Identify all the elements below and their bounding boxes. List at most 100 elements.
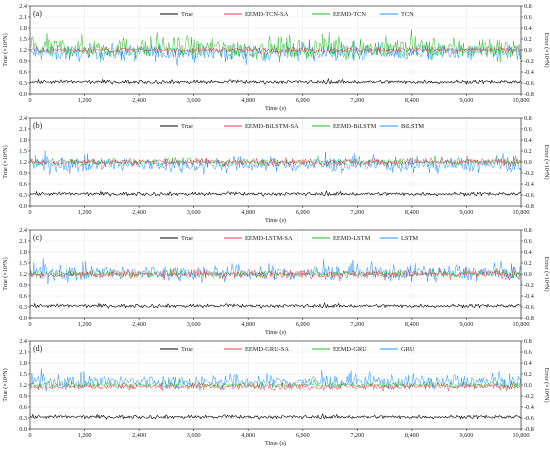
series-line-gru: [29, 368, 522, 392]
y-tick-label-left: 1.5: [19, 371, 27, 378]
y-tick-label-left: 1.8: [19, 137, 27, 144]
y-tick-label-right: -0.4: [524, 404, 534, 411]
x-tick-label: 6,000: [296, 321, 310, 328]
y-tick-label-left: 0.6: [19, 181, 27, 188]
y-tick-label-left: 0.6: [19, 69, 27, 76]
legend-label: EEMD-LSTM-SA: [245, 235, 293, 242]
x-tick-label: 10,800: [512, 97, 529, 104]
x-tick-label: 4,800: [241, 97, 255, 104]
y-tick-label-right: 0.2: [524, 148, 532, 155]
x-tick-label: 7,200: [350, 432, 364, 439]
series-line-true: [29, 302, 522, 309]
legend-label: TCN: [401, 11, 414, 18]
legend-label: EEMD-BiLSTM: [333, 123, 377, 130]
legend-label: EEMD-LSTM: [333, 235, 371, 242]
x-tick-label: 3,600: [187, 321, 201, 328]
legend-label: EEMD-GRU: [333, 346, 367, 353]
panel-label: (d): [33, 344, 43, 353]
chart-panel-3: 0 1,200 2,400 3,600 4,800 6,000 7,200 8,400 9,60…: [2, 227, 550, 336]
y-tick-label-right: -0.4: [524, 69, 534, 76]
x-tick-label: 4,800: [241, 209, 255, 216]
y-tick-label-left: 2.1: [19, 238, 27, 245]
y-tick-label-left: 0.0: [19, 203, 27, 210]
y-tick-label-right: -0.6: [524, 415, 534, 422]
y-tick-label-left: 0.0: [19, 315, 27, 322]
y-tick-label-right: 0.2: [524, 260, 532, 267]
y-tick-label-right: 0.6: [524, 238, 532, 245]
y-tick-label-right: 0.0: [524, 382, 532, 389]
legend-label: EEMD-BiLSTM-SA: [245, 123, 299, 130]
y-tick-label-left: 1.2: [19, 159, 27, 166]
chart-panel-2: 0 1,200 2,400 3,600 4,800 6,000 7,200 8,400 9,60…: [2, 115, 550, 224]
x-tick-label: 0: [28, 432, 31, 439]
y-tick-label-left: 0.6: [19, 293, 27, 300]
x-tick-label: 7,200: [350, 97, 364, 104]
x-tick-label: 1,200: [78, 432, 92, 439]
y-tick-label-right: -0.6: [524, 304, 534, 311]
y-tick-label-left: 0.3: [19, 415, 27, 422]
y-tick-label-right: 0.8: [524, 115, 532, 122]
chart-panel-4: 0 1,200 2,400 3,600 4,800 6,000 7,200 8,400 9,60…: [2, 338, 550, 447]
x-axis-label: Time (s): [265, 440, 286, 447]
y-tick-label-left: 1.8: [19, 360, 27, 367]
y-tick-label-left: 2.1: [19, 126, 27, 133]
y-tick-label-left: 0.9: [19, 282, 27, 289]
y-tick-label-left: 2.4: [19, 338, 27, 345]
x-tick-label: 9,600: [459, 321, 473, 328]
y-axis-label-left: True (×10⁴N): [2, 33, 9, 66]
x-tick-label: 10,800: [512, 209, 529, 216]
legend-label: True: [181, 123, 193, 130]
y-tick-label-right: 0.8: [524, 338, 532, 345]
x-tick-label: 9,600: [459, 209, 473, 216]
y-axis-label-right: Error (×10⁴N): [543, 32, 550, 67]
y-tick-label-right: -0.4: [524, 181, 534, 188]
x-tick-label: 2,400: [132, 209, 146, 216]
x-tick-label: 0: [28, 209, 31, 216]
y-tick-label-left: 1.5: [19, 148, 27, 155]
x-tick-label: 10,800: [512, 432, 529, 439]
y-tick-label-right: -0.2: [524, 170, 534, 177]
x-tick-label: 7,200: [350, 209, 364, 216]
x-tick-label: 3,600: [187, 209, 201, 216]
legend-label: EEMD-GRU-SA: [245, 346, 289, 353]
y-tick-label-left: 0.9: [19, 170, 27, 177]
y-tick-label-right: -0.8: [524, 315, 534, 322]
x-tick-label: 3,600: [187, 432, 201, 439]
y-tick-label-right: -0.6: [524, 192, 534, 199]
y-tick-label-right: 0.8: [524, 3, 532, 10]
y-tick-label-left: 2.4: [19, 115, 27, 122]
y-tick-label-left: 1.2: [19, 382, 27, 389]
y-tick-label-left: 1.2: [19, 47, 27, 54]
x-tick-label: 6,000: [296, 432, 310, 439]
series-line-true: [29, 190, 522, 197]
x-tick-label: 6,000: [296, 209, 310, 216]
x-tick-label: 0: [28, 97, 31, 104]
y-tick-label-left: 1.5: [19, 36, 27, 43]
y-tick-label-right: 0.8: [524, 227, 532, 234]
x-tick-label: 3,600: [187, 97, 201, 104]
y-tick-label-right: 0.6: [524, 14, 532, 21]
x-tick-label: 2,400: [132, 97, 146, 104]
y-tick-label-left: 0.3: [19, 80, 27, 87]
x-tick-label: 9,600: [459, 432, 473, 439]
y-tick-label-right: 0.2: [524, 36, 532, 43]
legend-label: True: [181, 11, 193, 18]
y-tick-label-right: 0.2: [524, 371, 532, 378]
y-tick-label-right: -0.8: [524, 203, 534, 210]
y-tick-label-left: 0.0: [19, 426, 27, 433]
legend-label: EEMD-TCN-SA: [245, 11, 289, 18]
series-line-eemd-gru-sa: [29, 380, 522, 392]
series-line-eemd-gru: [29, 378, 522, 390]
series-line-eemd-tcn-sa: [29, 45, 522, 55]
y-tick-label-left: 2.1: [19, 349, 27, 356]
y-tick-label-right: 0.4: [524, 249, 532, 256]
x-tick-label: 1,200: [78, 321, 92, 328]
y-tick-label-right: 0.0: [524, 271, 532, 278]
x-tick-label: 1,200: [78, 97, 92, 104]
x-tick-label: 7,200: [350, 321, 364, 328]
x-axis-label: Time (s): [265, 105, 286, 112]
x-tick-label: 8,400: [405, 432, 419, 439]
y-axis-label-left: True (×10⁴N): [2, 145, 9, 178]
y-tick-label-left: 0.6: [19, 404, 27, 411]
